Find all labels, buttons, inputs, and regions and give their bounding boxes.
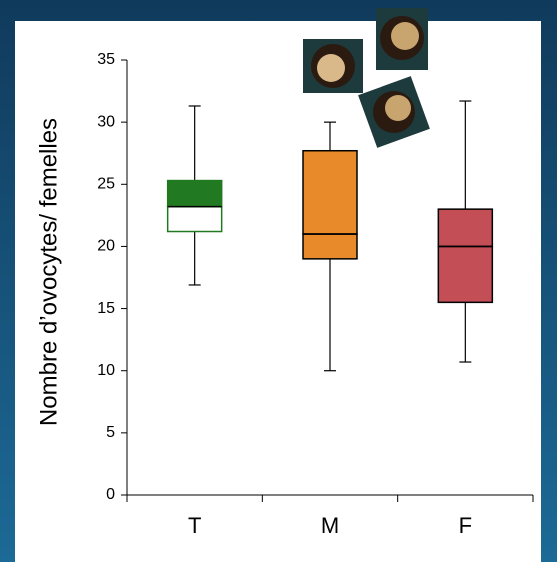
y-tick-label: 30 [97, 113, 115, 130]
box-lower [437, 245, 494, 304]
box-upper [437, 208, 494, 248]
oocyte-images [303, 8, 430, 148]
oocyte-yolk [385, 95, 411, 121]
y-tick-label: 10 [97, 362, 115, 379]
y-tick-label: 0 [106, 486, 115, 503]
y-tick-label: 15 [97, 300, 115, 317]
box-lower [166, 205, 223, 233]
y-tick-label: 35 [97, 51, 115, 68]
y-axis-label: Nombre d’ovocytes/ femelles [35, 118, 62, 426]
y-tick-label: 5 [106, 424, 115, 441]
x-tick-label: F [459, 513, 472, 538]
oocyte-yolk [391, 22, 419, 50]
x-tick-label: T [188, 513, 201, 538]
box-upper [166, 179, 223, 208]
x-tick-label: M [321, 513, 339, 538]
y-tick-label: 20 [97, 238, 115, 255]
box-upper [302, 149, 358, 235]
oocyte-yolk [317, 54, 345, 82]
box-lower [302, 233, 358, 260]
y-tick-label: 25 [97, 176, 115, 193]
